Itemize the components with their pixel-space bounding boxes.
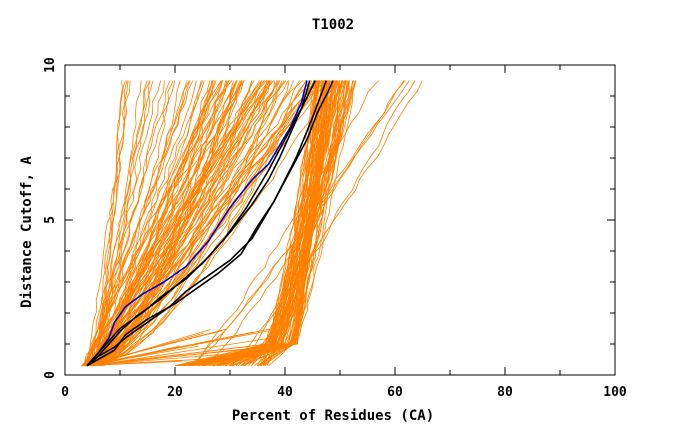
model-curve [188, 80, 325, 367]
model-curve [94, 80, 300, 367]
y-tick-label: 5 [43, 216, 58, 224]
model-curve [89, 80, 131, 366]
model-curve [88, 80, 307, 367]
model-curve [231, 80, 423, 366]
model-curve [84, 352, 240, 367]
model-curve [82, 80, 243, 367]
model-curve [90, 80, 174, 366]
model-curve [92, 80, 267, 366]
chart-title: T1002 [312, 17, 354, 33]
x-axis-label: Percent of Residues (CA) [232, 408, 434, 424]
black-series-line [86, 80, 317, 367]
axis-ticks [64, 64, 616, 376]
model-curve [204, 80, 405, 366]
black-series-line [86, 80, 328, 367]
model-curve [179, 80, 347, 367]
model-curve [82, 357, 222, 367]
model-curve [89, 80, 204, 366]
model-curve [219, 80, 334, 367]
model-curve [89, 80, 191, 366]
model-curve [180, 80, 350, 367]
model-curve [87, 80, 176, 366]
model-curve [232, 80, 348, 367]
x-tick-label: 0 [61, 385, 69, 400]
model-curve [80, 80, 287, 367]
model-curve [192, 80, 410, 366]
model-curve [88, 80, 162, 366]
model-curve [84, 80, 194, 366]
y-tick-label: 10 [43, 57, 58, 73]
x-tick-label: 80 [497, 385, 513, 400]
x-tick-label: 100 [603, 385, 627, 400]
model-curve [235, 80, 416, 366]
model-curve [91, 80, 304, 366]
model-curve [91, 80, 230, 366]
x-tick-label: 20 [167, 385, 183, 400]
model-curve [89, 80, 289, 366]
model-curve [92, 80, 243, 367]
model-curve [247, 80, 327, 366]
model-curve [81, 80, 230, 366]
tick-labels: 0 20 40 60 80 100 0 5 10 [43, 57, 627, 400]
x-tick-label: 60 [387, 385, 403, 400]
blue-series-line [86, 80, 308, 367]
model-curve [83, 80, 151, 366]
model-curve [95, 80, 126, 366]
model-curve [99, 80, 290, 367]
model-curve [240, 80, 357, 367]
model-curve [94, 80, 171, 366]
background-model-curves [80, 80, 423, 367]
model-curve [97, 80, 281, 367]
model-curve [103, 80, 337, 367]
model-curve [91, 80, 285, 366]
model-curve [83, 80, 223, 366]
model-curve [95, 80, 253, 367]
model-curve [192, 80, 380, 366]
model-curve [84, 328, 227, 367]
highlighted-model-curves [86, 80, 334, 367]
model-curve [91, 337, 273, 367]
x-tick-label: 40 [277, 385, 293, 400]
model-curve [243, 80, 343, 367]
y-axis-label: Distance Cutoff, A [19, 156, 35, 308]
model-curve [213, 80, 345, 367]
model-curve [87, 80, 283, 367]
model-curve [89, 331, 254, 367]
model-curve [100, 80, 205, 366]
black-series-line [86, 80, 334, 367]
y-tick-label: 0 [43, 371, 58, 379]
model-curve [92, 80, 191, 366]
